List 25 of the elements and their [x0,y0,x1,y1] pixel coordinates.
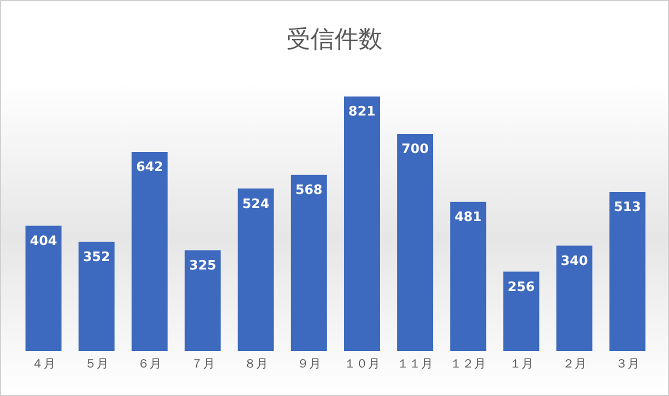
x-tick-label: １２月 [450,356,486,371]
x-tick-label: ６月 [138,356,162,371]
data-label: 568 [295,183,322,198]
data-label: 700 [402,142,429,158]
data-label: 821 [348,104,376,120]
x-tick-label: ９月 [296,356,321,371]
data-label: 524 [242,196,270,212]
x-tick-label: ７月 [190,356,215,371]
data-label: 340 [560,254,588,269]
x-tick-label: １月 [509,356,534,371]
data-label: 352 [83,250,110,266]
data-label: 513 [614,200,641,216]
data-label: 325 [189,258,216,274]
data-label: 404 [30,234,58,249]
data-label: 481 [454,210,482,226]
x-tick-label: ３月 [615,356,640,371]
data-label: 256 [508,280,535,295]
x-tick-label: １１月 [397,356,434,371]
x-tick-label: １０月 [344,356,380,371]
x-tick-label: ５月 [84,356,109,371]
x-tick-label: ８月 [244,356,268,371]
x-tick-label: ４月 [32,356,56,371]
chart-title: 受信件数 [286,24,384,55]
data-label: 642 [136,160,164,176]
x-tick-label: ２月 [562,356,586,371]
